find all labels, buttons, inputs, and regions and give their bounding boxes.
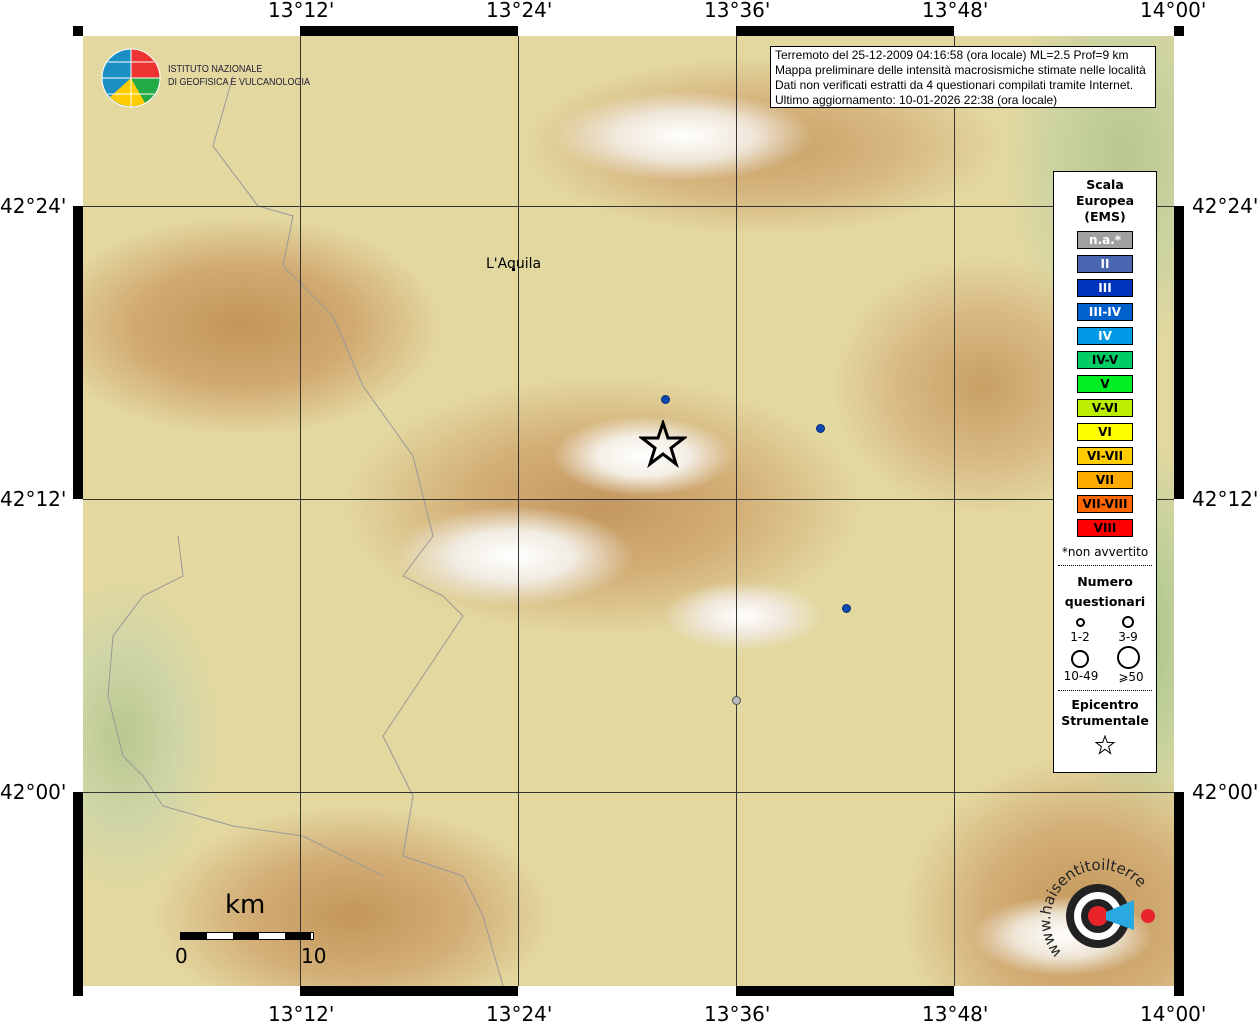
epicenter-title-line: Strumentale — [1061, 713, 1149, 728]
lon-tick-bottom: 14°00' — [1140, 1002, 1207, 1026]
ingv-logo: ISTITUTO NAZIONALE DI GEOFISICA E VULCAN… — [100, 47, 310, 113]
scale-end: 10 — [301, 944, 327, 968]
count-label: 1-2 — [1070, 630, 1090, 644]
epicenter-title: Epicentro Strumentale — [1054, 697, 1156, 729]
intensity-swatch: VII-VIII — [1077, 495, 1133, 513]
intensity-swatch: VIII — [1077, 519, 1133, 537]
intensity-swatch: III — [1077, 279, 1133, 297]
count-label: 3-9 — [1118, 630, 1138, 644]
epicenter-title-line: Epicentro — [1071, 697, 1139, 712]
lon-tick-top: 13°36' — [704, 0, 771, 22]
intensity-swatch: III-IV — [1077, 303, 1133, 321]
legend-title: Scala Europea (EMS) — [1054, 177, 1156, 225]
intensity-swatch: II — [1077, 255, 1133, 273]
region-borders — [107, 75, 504, 986]
count-symbols: 1-2 3-9 10-49 ⩾50 — [1054, 612, 1156, 684]
event-info-box: Terremoto del 25-12-2009 04:16:58 (ora l… — [770, 46, 1156, 108]
lon-tick-top: 14°00' — [1140, 0, 1207, 22]
lon-tick-top: 13°48' — [922, 0, 989, 22]
legend-title-line: (EMS) — [1084, 209, 1126, 224]
info-line: Terremoto del 25-12-2009 04:16:58 (ora l… — [775, 48, 1129, 62]
info-line: Dati non verificati estratti da 4 questi… — [775, 78, 1134, 92]
place-label-laquila: L'Aquila — [486, 256, 542, 272]
legend-title-line: Europea — [1075, 193, 1135, 208]
count-title-line: questionari — [1064, 594, 1146, 609]
legend-title-line: Scala — [1086, 177, 1124, 192]
legend-note: *non avvertito — [1061, 545, 1149, 559]
scale-start: 0 — [175, 944, 188, 968]
lat-tick-left: 42°24' — [0, 194, 67, 218]
logo-text-line1: ISTITUTO NAZIONALE — [168, 64, 263, 75]
intensity-scale: n.a.* II III III-IV IV IV-V V V-VI VI VI-VII VII VI… — [1054, 231, 1156, 537]
intensity-swatch: IV — [1077, 327, 1133, 345]
intensity-swatch: IV-V — [1077, 351, 1133, 369]
intensity-swatch: VII — [1077, 471, 1133, 489]
lon-tick-top: 13°24' — [486, 0, 553, 22]
lat-tick-left: 42°00' — [0, 780, 67, 804]
count-label: ⩾50 — [1118, 670, 1144, 684]
intensity-swatch: VI — [1077, 423, 1133, 441]
circle-medium-icon — [1122, 616, 1134, 628]
lat-tick-right: 42°24' — [1192, 194, 1257, 218]
info-line: Ultimo aggiornamento: 10-01-2026 22:38 (… — [775, 93, 1058, 107]
scale-unit: km — [225, 890, 266, 920]
terrain-map[interactable] — [83, 36, 1174, 986]
intensity-swatch: VI-VII — [1077, 447, 1133, 465]
circle-large-icon — [1071, 650, 1089, 668]
lon-tick-bottom: 13°24' — [486, 1002, 553, 1026]
lat-tick-right: 42°00' — [1192, 780, 1257, 804]
haisentito-logo-icon: www.haisentitoilterremoto.it — [1033, 844, 1155, 961]
star-icon — [1094, 734, 1116, 755]
count-title: Numero questionari — [1054, 572, 1156, 612]
logo-text-line2: DI GEOFISICA E VULCANOLOGIA — [168, 77, 311, 88]
divider — [1058, 690, 1152, 691]
intensity-swatch: n.a.* — [1077, 231, 1133, 249]
observation-point[interactable] — [661, 395, 670, 404]
intensity-swatch: V-VI — [1077, 399, 1133, 417]
lon-tick-top: 13°12' — [268, 0, 335, 22]
epicenter-star-icon[interactable] — [639, 420, 687, 468]
count-label: 10-49 — [1063, 669, 1099, 683]
lon-tick-bottom: 13°48' — [922, 1002, 989, 1026]
observation-point-na[interactable] — [732, 696, 741, 705]
circle-small-icon — [1076, 618, 1085, 627]
lat-tick-right: 42°12' — [1192, 487, 1257, 511]
legend: Scala Europea (EMS) n.a.* II III III-IV IV IV… — [1053, 171, 1157, 773]
lon-tick-bottom: 13°12' — [268, 1002, 335, 1026]
observation-point[interactable] — [842, 604, 851, 613]
globe-logo-icon — [101, 48, 161, 108]
scale-bar: km 0 10 — [175, 890, 327, 970]
lat-tick-left: 42°12' — [0, 487, 67, 511]
intensity-swatch: V — [1077, 375, 1133, 393]
haisentito-logo[interactable]: www.haisentitoilterremoto.it — [1033, 844, 1160, 973]
circle-xlarge-icon — [1117, 646, 1140, 669]
divider — [1058, 565, 1152, 566]
count-title-line: Numero — [1077, 574, 1133, 589]
info-line: Mappa preliminare delle intensità macros… — [775, 63, 1146, 77]
lon-tick-bottom: 13°36' — [704, 1002, 771, 1026]
observation-point[interactable] — [816, 424, 825, 433]
place-marker — [512, 268, 515, 271]
